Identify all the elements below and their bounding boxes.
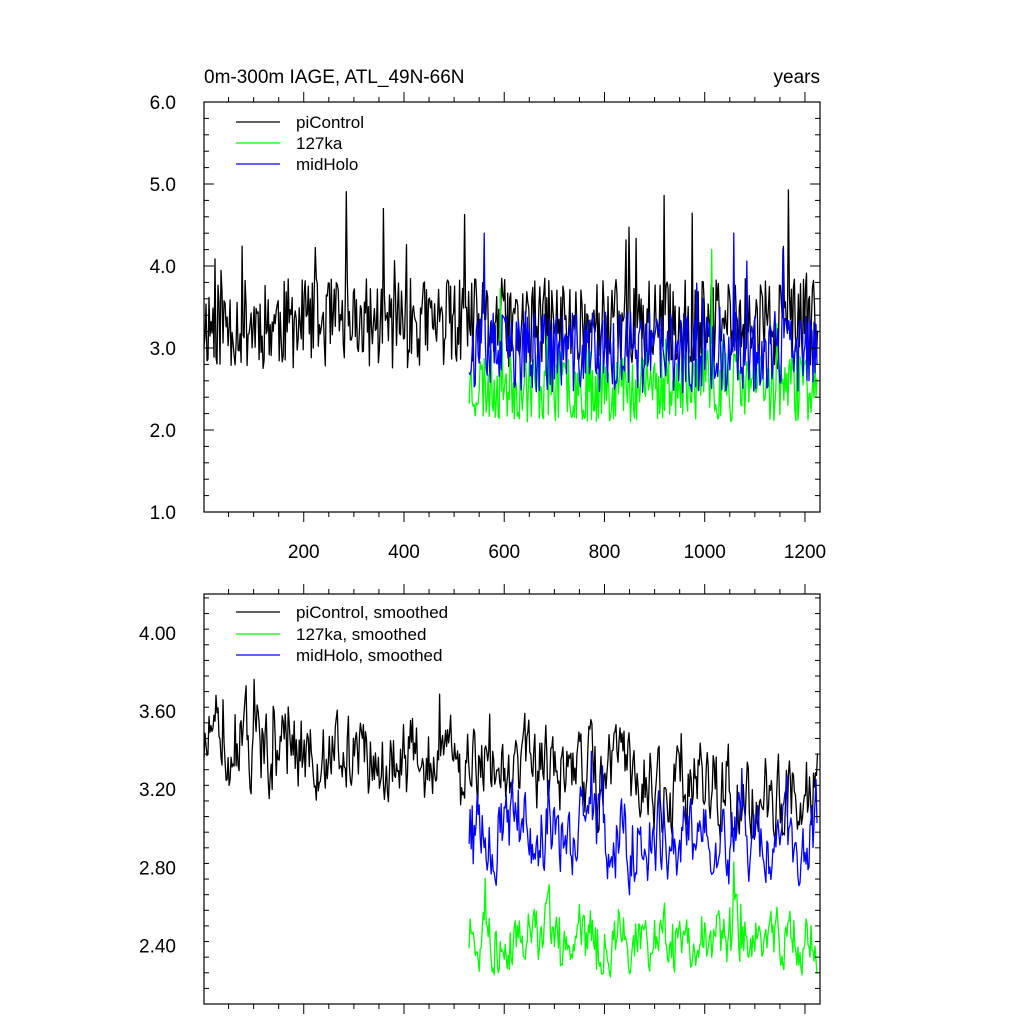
y-tick-label: 3.20 — [139, 780, 176, 801]
series-line-picontrol — [203, 189, 819, 370]
y-tick-label: 4.0 — [150, 257, 176, 278]
bottom-axis-ticks: 2.40 2.80 3.20 3.60 4.00 — [139, 584, 820, 1014]
legend-label-picontrol-smoothed: piControl, smoothed — [296, 603, 448, 622]
y-tick-label: 4.00 — [139, 624, 176, 645]
y-tick-label: 2.40 — [139, 936, 176, 957]
legend-label-127ka: 127ka — [296, 134, 343, 153]
top-plot-frame — [203, 101, 821, 513]
bottom-legend: piControl, smoothed 127ka, smoothed midH… — [236, 603, 448, 665]
x-tick-label: 400 — [388, 542, 420, 563]
bottom-series-layer — [203, 678, 819, 978]
y-tick-label: 6.0 — [150, 93, 176, 114]
series-line-midholo-smoothed — [468, 750, 818, 896]
y-tick-label: 1.0 — [150, 503, 176, 524]
legend-label-picontrol: piControl — [296, 113, 364, 132]
x-tick-label: 600 — [488, 542, 520, 563]
legend-label-midholo-smoothed: midHolo, smoothed — [296, 646, 442, 665]
top-legend: piControl 127ka midHolo — [236, 113, 364, 174]
series-line-127ka-smoothed — [468, 861, 818, 978]
top-axis-ticks: 1.0 2.0 3.0 4.0 5.0 6.0 200 400 600 800 1000 1200 — [150, 92, 826, 563]
legend-label-midholo: midHolo — [296, 155, 358, 174]
top-panel: 1.0 2.0 3.0 4.0 5.0 6.0 200 400 600 800 1000 1200 p… — [150, 92, 826, 563]
y-tick-label: 2.80 — [139, 858, 176, 879]
y-tick-label: 3.60 — [139, 702, 176, 723]
top-title-right: years — [774, 67, 820, 88]
top-title-left: 0m-300m IAGE, ATL_49N-66N — [204, 67, 464, 88]
legend-label-127ka-smoothed: 127ka, smoothed — [296, 625, 426, 644]
x-tick-label: 1200 — [784, 542, 826, 563]
bottom-panel: 2.40 2.80 3.20 3.60 4.00 piControl, smoothed… — [139, 584, 821, 1014]
y-tick-label: 5.0 — [150, 175, 176, 196]
series-line-picontrol-smoothed — [203, 678, 819, 841]
x-tick-label: 200 — [288, 542, 320, 563]
x-tick-label: 800 — [589, 542, 621, 563]
x-tick-label: 1000 — [684, 542, 726, 563]
top-series-layer — [203, 189, 819, 423]
bottom-plot-frame — [203, 593, 821, 1005]
series-line-midholo — [468, 232, 818, 394]
y-tick-label: 3.0 — [150, 339, 176, 360]
y-tick-label: 2.0 — [150, 421, 176, 442]
